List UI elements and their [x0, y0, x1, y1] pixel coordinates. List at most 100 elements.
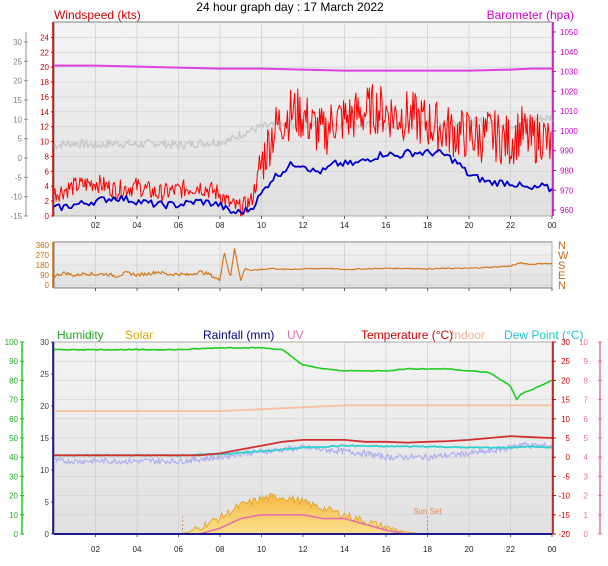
temp-x-tick-label: 08 — [216, 545, 225, 554]
temp-x-tick-label: 12 — [299, 545, 308, 554]
wind-x-tick-label: 14 — [340, 221, 349, 230]
temp-x-tick-label: 04 — [133, 545, 142, 554]
outer-y-tick-label: 30 — [13, 38, 22, 47]
temp-y-tick-label: 25 — [561, 357, 570, 366]
humidity-y-tick-label: 60 — [9, 415, 18, 424]
humidity-y-tick-label: 40 — [9, 453, 18, 462]
wind-direction-line — [53, 248, 553, 282]
temp-y-tick-label: -10 — [558, 492, 570, 501]
temp-y-tick-label: -5 — [563, 472, 571, 481]
outer-y-tick-label: -5 — [15, 173, 23, 182]
wind-x-tick-label: 00 — [548, 221, 557, 230]
dir-y-tick-label: 360 — [36, 241, 50, 250]
wind-x-tick-label: 08 — [216, 221, 225, 230]
uv-y-tick-label: 9 — [584, 357, 589, 366]
dir-compass-label: S — [558, 260, 565, 272]
solar-y-tick-label: 10 — [40, 466, 49, 475]
humidity-y-tick-label: 30 — [9, 472, 18, 481]
indoor-line — [54, 404, 552, 413]
dir-y-tick-label: 270 — [36, 251, 50, 260]
outer-y-tick-label: 10 — [13, 115, 22, 124]
baro-y-tick-label: 1050 — [560, 28, 578, 37]
temp-x-tick-label: 22 — [506, 545, 515, 554]
legend-indoor: Indoor — [451, 328, 485, 342]
legend-dew-point: Dew Point (°C) — [504, 328, 583, 342]
wind-x-tick-label: 20 — [465, 221, 474, 230]
dir-compass-label: E — [558, 270, 565, 282]
temp-y-tick-label: 20 — [561, 376, 570, 385]
humidity-y-tick-label: 70 — [9, 396, 18, 405]
wind-y-tick-label: 2 — [45, 197, 50, 206]
humidity-y-tick-label: 10 — [9, 511, 18, 520]
wind-y-tick-label: 6 — [45, 167, 50, 176]
solar-y-tick-label: 30 — [40, 338, 49, 347]
baro-y-tick-label: 1010 — [560, 107, 578, 116]
humidity-line — [54, 346, 553, 401]
solar-y-tick-label: 20 — [40, 402, 49, 411]
wind-average-line — [53, 148, 553, 216]
wind-x-tick-label: 12 — [299, 221, 308, 230]
wind-y-tick-label: 0 — [45, 212, 50, 221]
wind-y-tick-label: 10 — [40, 138, 49, 147]
wind-y-tick-label: 8 — [45, 152, 50, 161]
dir-y-tick-label: 90 — [40, 271, 49, 280]
temp-y-tick-label: 0 — [566, 453, 571, 462]
temp-x-tick-label: 06 — [174, 545, 183, 554]
solar-y-tick-label: 0 — [45, 530, 50, 539]
temp-y-tick-label: 10 — [561, 415, 570, 424]
outer-y-tick-label: -10 — [10, 193, 22, 202]
temp-y-tick-label: 5 — [566, 434, 571, 443]
temp-y-tick-label: 15 — [561, 396, 570, 405]
baro-y-tick-label: 990 — [560, 147, 574, 156]
baro-y-tick-label: 1000 — [560, 127, 578, 136]
solar-y-tick-label: 25 — [40, 370, 49, 379]
wind-y-tick-label: 22 — [40, 48, 49, 57]
wind-y-tick-label: 4 — [45, 182, 50, 191]
wind-x-tick-label: 22 — [506, 221, 515, 230]
uv-y-tick-label: 10 — [579, 338, 588, 347]
temp-y-tick-label: 30 — [561, 338, 570, 347]
dir-compass-label: W — [558, 250, 569, 262]
wind-y-tick-label: 12 — [40, 123, 49, 132]
baro-y-tick-label: 1040 — [560, 48, 578, 57]
barometer-line — [54, 64, 552, 72]
humidity-y-tick-label: 0 — [14, 530, 19, 539]
baro-y-tick-label: 1030 — [560, 68, 578, 77]
outer-y-tick-label: 20 — [13, 77, 22, 86]
temp-y-tick-label: -15 — [558, 511, 570, 520]
wind-x-tick-label: 06 — [174, 221, 183, 230]
baro-y-tick-label: 1020 — [560, 87, 578, 96]
wind-y-tick-label: 18 — [40, 78, 49, 87]
wind-y-tick-label: 14 — [40, 108, 49, 117]
uv-y-tick-label: 3 — [584, 472, 589, 481]
temp-x-tick-label: 16 — [382, 545, 391, 554]
temp-x-tick-label: 00 — [548, 545, 557, 554]
dir-compass-label: N — [558, 240, 566, 252]
uv-y-tick-label: 2 — [584, 492, 589, 501]
uv-y-tick-label: 4 — [584, 453, 589, 462]
legend-temperature: Temperature (°C) — [361, 328, 453, 342]
legend-rainfall: Rainfall (mm) — [203, 328, 274, 342]
outer-y-tick-label: 5 — [18, 135, 23, 144]
uv-y-tick-label: 8 — [584, 376, 589, 385]
legend-solar: Solar — [125, 328, 153, 342]
dir-y-tick-label: 0 — [45, 281, 50, 290]
page-title: 24 hour graph day : 17 March 2022 — [196, 0, 384, 14]
wind-gust-line — [53, 84, 552, 217]
sun-marker-label: Sun Set — [413, 507, 442, 516]
uv-y-tick-label: 1 — [584, 511, 589, 520]
uv-y-tick-label: 5 — [584, 434, 589, 443]
wind-y-tick-label: 20 — [40, 63, 49, 72]
wind-x-tick-label: 04 — [133, 221, 142, 230]
uv-line — [178, 513, 428, 535]
outer-y-tick-label: 15 — [13, 96, 22, 105]
dir-y-tick-label: 180 — [36, 261, 50, 270]
outer-y-tick-label: -15 — [10, 212, 22, 221]
baro-y-tick-label: 960 — [560, 206, 574, 215]
wind-x-tick-label: 16 — [382, 221, 391, 230]
temp-x-tick-label: 10 — [257, 545, 266, 554]
baro-y-tick-label: 970 — [560, 186, 574, 195]
uv-y-tick-label: 6 — [584, 415, 589, 424]
windspeed-label: Windspeed (kts) — [54, 8, 141, 22]
